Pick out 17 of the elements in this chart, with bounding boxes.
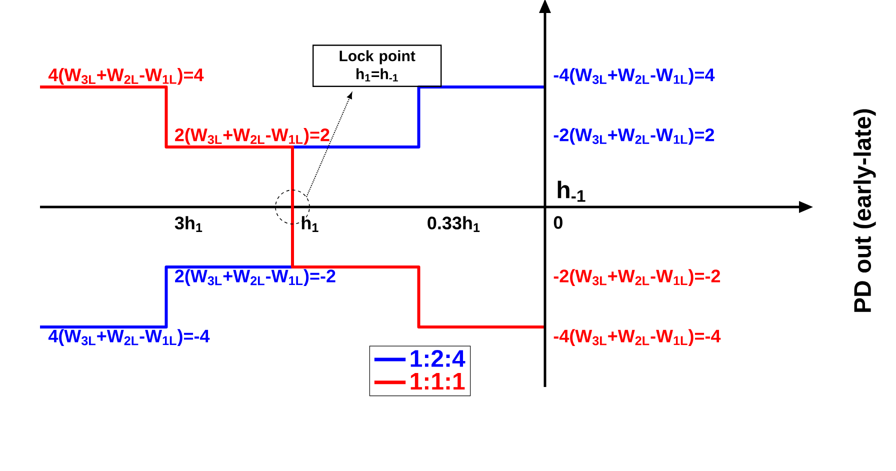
legend-label: 1:2:4 [410, 350, 466, 367]
annotation: 2(W$_{3L}$+W$_{2L}$-W$_{1L}$)=-2 [175, 269, 336, 286]
x-tick-label: 3h$_{1}$ [174, 216, 202, 232]
text: -4(W$_{3L}$+W$_{2L}$-W$_{1L}$)=4 [554, 68, 715, 85]
annotation: -2(W$_{3L}$+W$_{2L}$-W$_{1L}$)=2 [554, 128, 714, 145]
text: 4(W$_{3L}$+W$_{2L}$-W$_{1L}$)=4 [48, 68, 204, 85]
annotation: -2(W$_{3L}$+W$_{2L}$-W$_{1L}$)=-2 [554, 269, 720, 286]
x-tick-label: 0.33h$_{1}$ [428, 216, 480, 232]
x-tick-label: 0 [554, 216, 562, 229]
text: -4(W$_{3L}$+W$_{2L}$-W$_{1L}$)=-4 [554, 329, 721, 346]
x-tick-label: h$_{1}$ [302, 216, 318, 232]
text: PD out (early-late) [853, 109, 876, 312]
text: 4(W$_{3L}$+W$_{2L}$-W$_{1L}$)=-4 [48, 329, 210, 346]
x-axis-title: h$_{-1}$ [558, 180, 586, 202]
annotation: 2(W$_{3L}$+W$_{2L}$-W$_{1L}$)=2 [175, 128, 330, 145]
text: Lock point h$_{1}$=h$_{-1}$ [340, 50, 416, 82]
legend-label: 1:1:1 [410, 373, 465, 390]
